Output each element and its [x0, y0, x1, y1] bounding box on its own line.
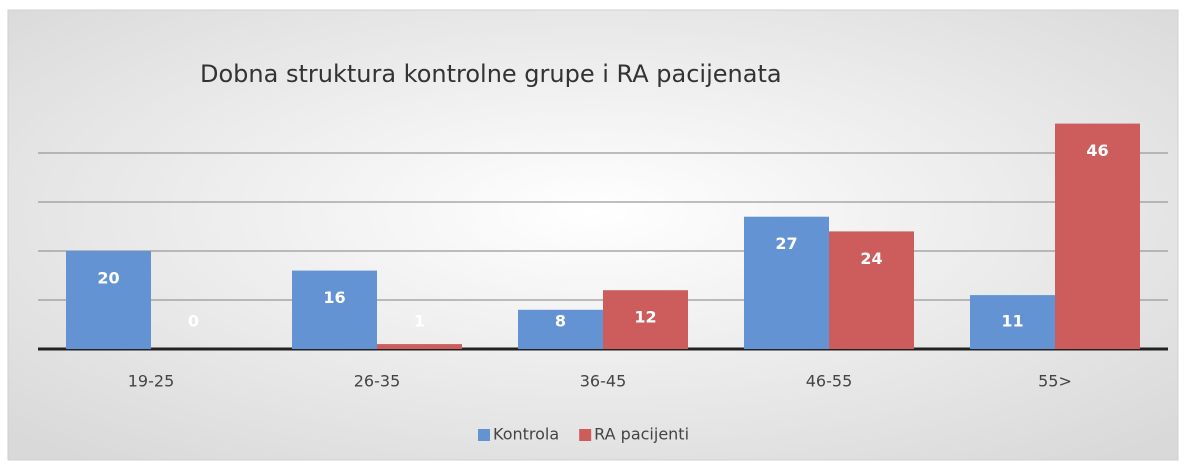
- legend-label: RA pacijenti: [594, 425, 689, 444]
- bar: [518, 309, 603, 349]
- bar: [292, 270, 377, 349]
- legend-label: Kontrola: [493, 425, 559, 444]
- x-tick-label: 36-45: [580, 372, 627, 391]
- legend-swatch: [579, 429, 592, 441]
- bar: [66, 251, 151, 349]
- data-label: 20: [97, 269, 119, 288]
- bar: [603, 290, 688, 349]
- bar: [1055, 123, 1140, 349]
- chart-title: Dobna struktura kontrolne grupe i RA pac…: [200, 60, 782, 88]
- bar: [377, 344, 462, 349]
- data-label: 1: [414, 312, 425, 331]
- x-tick-label: 55>: [1038, 372, 1072, 391]
- data-label: 46: [1086, 141, 1108, 160]
- data-label: 8: [555, 312, 566, 331]
- bar: [829, 231, 914, 349]
- x-tick-label: 26-35: [354, 372, 401, 391]
- bar: [970, 295, 1055, 349]
- data-label: 0: [188, 312, 199, 331]
- x-tick-label: 46-55: [806, 372, 853, 391]
- data-label: 27: [775, 234, 797, 253]
- data-label: 11: [1001, 312, 1023, 331]
- data-label: 12: [634, 308, 656, 327]
- chart-background: [7, 9, 1179, 461]
- data-label: 24: [860, 249, 882, 268]
- data-label: 16: [323, 288, 345, 307]
- bar: [744, 216, 829, 349]
- legend-swatch: [478, 429, 490, 441]
- x-tick-label: 19-25: [128, 372, 175, 391]
